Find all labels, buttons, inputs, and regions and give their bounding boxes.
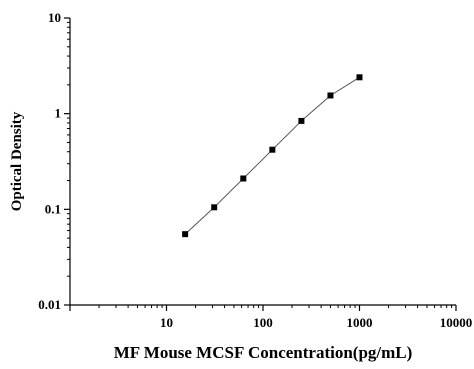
x-tick-label: 10000 [440,315,473,330]
axes [69,18,456,306]
x-axis-title: MF Mouse MCSF Concentration(pg/mL) [114,343,413,362]
y-tick-label: 0.1 [45,201,61,216]
x-tick-label: 100 [253,315,273,330]
y-axis-title: Optical Density [9,111,25,211]
tick-labels: 10 100 1000 10000 0.01 0.1 1 10 [38,10,472,330]
data-point [327,92,334,99]
x-tick-label: 1000 [347,315,373,330]
data-point [298,117,305,124]
data-point [211,204,218,211]
y-tick-label: 1 [55,106,62,121]
data-point [240,175,247,182]
data-point [182,231,189,238]
data-points [182,74,363,238]
y-tick-label: 10 [48,10,61,25]
ticks [64,17,457,311]
y-tick-label: 0.01 [38,297,61,312]
x-tick-label: 10 [160,315,173,330]
fit-line [184,76,360,235]
data-point [356,74,363,81]
data-point [269,146,276,153]
